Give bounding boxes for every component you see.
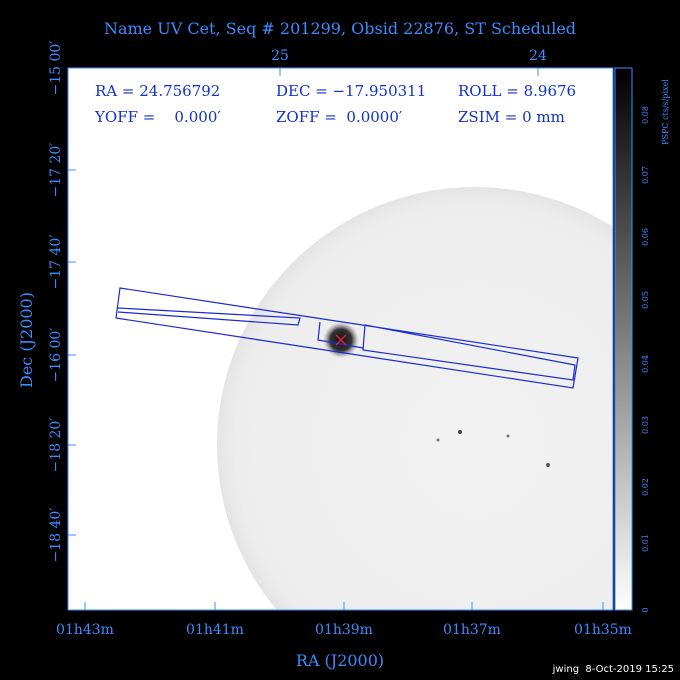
left-tick-label: −18 20′ — [48, 418, 64, 473]
colorbar-tick-label: 0.06 — [641, 228, 650, 246]
title: Name UV Cet, Seq # 201299, Obsid 22876, … — [104, 19, 576, 38]
footer: jwing 8-Oct-2019 15:25 — [552, 664, 674, 675]
faint-source — [458, 430, 462, 434]
colorbar-tick-label: 0.02 — [641, 478, 650, 496]
faint-source — [506, 434, 510, 438]
faint-source — [546, 463, 550, 467]
left-tick-label: −16 00′ — [48, 328, 64, 383]
bottom-tick-label: 01h43m — [56, 622, 114, 638]
plot-frame — [67, 67, 614, 611]
target-marker — [335, 334, 347, 346]
x-axis-label: RA (J2000) — [296, 651, 384, 670]
y-axis-label: Dec (J2000) — [17, 292, 36, 388]
top-tick-label: 24 — [529, 48, 547, 64]
info-yoff: YOFF = 0.000′ — [94, 108, 221, 126]
left-tick-label: −17 40′ — [48, 235, 64, 290]
info-zsim: ZSIM = 0 mm — [458, 108, 565, 126]
colorbar-tick-label: 0.04 — [641, 355, 650, 373]
left-tick-label: −18 40′ — [48, 508, 64, 563]
info-zoff: ZOFF = 0.0000′ — [276, 108, 403, 126]
bottom-tick-label: 01h35m — [574, 622, 632, 638]
instrument-footprint — [115, 287, 579, 389]
left-tick-label: −15 00′ — [48, 41, 64, 96]
bottom-tick-label: 01h37m — [443, 622, 501, 638]
colorbar-tick-label: 0.05 — [641, 291, 650, 309]
info-ra: RA = 24.756792 — [95, 82, 220, 100]
sky-image — [217, 187, 613, 610]
top-tick-label: 25 — [271, 48, 289, 64]
pspc-field — [217, 187, 613, 610]
info-dec: DEC = −17.950311 — [276, 82, 426, 100]
info-roll: ROLL = 8.9676 — [458, 82, 576, 100]
colorbar-tick-label: 0.01 — [641, 534, 650, 552]
left-tick-label: −17 20′ — [48, 143, 64, 198]
colorbar-tick-label: 0.07 — [641, 166, 650, 184]
colorbar-tick-label: 0.08 — [641, 106, 650, 124]
colorbar-label: PSPC cts/s/pixel — [661, 79, 670, 145]
colorbar-tick-label: 0.03 — [641, 416, 650, 434]
bottom-tick-label: 01h41m — [186, 622, 244, 638]
colorbar-tick-label: 0 — [641, 607, 650, 612]
bottom-tick-label: 01h39m — [315, 622, 373, 638]
faint-source — [436, 438, 440, 442]
colorbar — [614, 67, 633, 611]
